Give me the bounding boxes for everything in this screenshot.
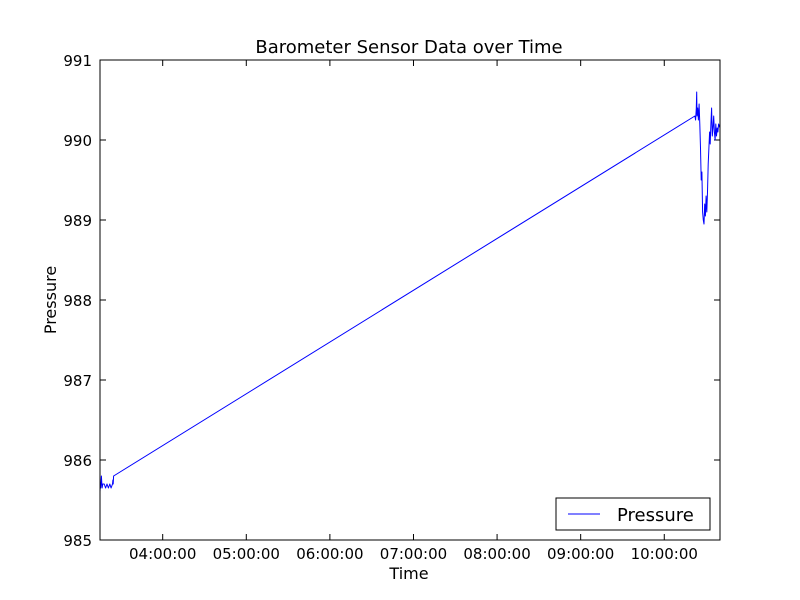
x-tick-label: 05:00:00 [213,545,280,563]
x-tick-label: 04:00:00 [129,545,196,563]
x-tick-label: 10:00:00 [631,545,698,563]
x-axis-ticks: 04:00:00 05:00:00 06:00:00 07:00:00 08:00:00… [129,60,698,563]
chart-title: Barometer Sensor Data over Time [255,37,562,58]
plot-frame [99,59,721,541]
y-axis-label: Pressure [41,266,60,334]
x-axis-label: Time [388,564,428,583]
y-tick-label: 990 [63,132,92,150]
y-tick-label: 987 [63,372,92,390]
x-tick-label: 07:00:00 [380,545,447,563]
x-tick-label: 08:00:00 [463,545,530,563]
legend-label-pressure: Pressure [617,505,694,526]
x-tick-label: 06:00:00 [296,545,363,563]
plot-area [99,91,721,493]
series-line-pressure [99,91,721,493]
y-tick-label: 986 [63,452,92,470]
y-tick-label: 985 [63,532,92,550]
y-tick-label: 989 [63,212,92,230]
x-tick-label: 09:00:00 [547,545,614,563]
y-tick-label: 991 [63,52,92,70]
y-tick-label: 988 [63,292,92,310]
y-axis-ticks: 985 986 987 988 989 990 991 [63,52,720,550]
legend: Pressure [555,497,711,531]
